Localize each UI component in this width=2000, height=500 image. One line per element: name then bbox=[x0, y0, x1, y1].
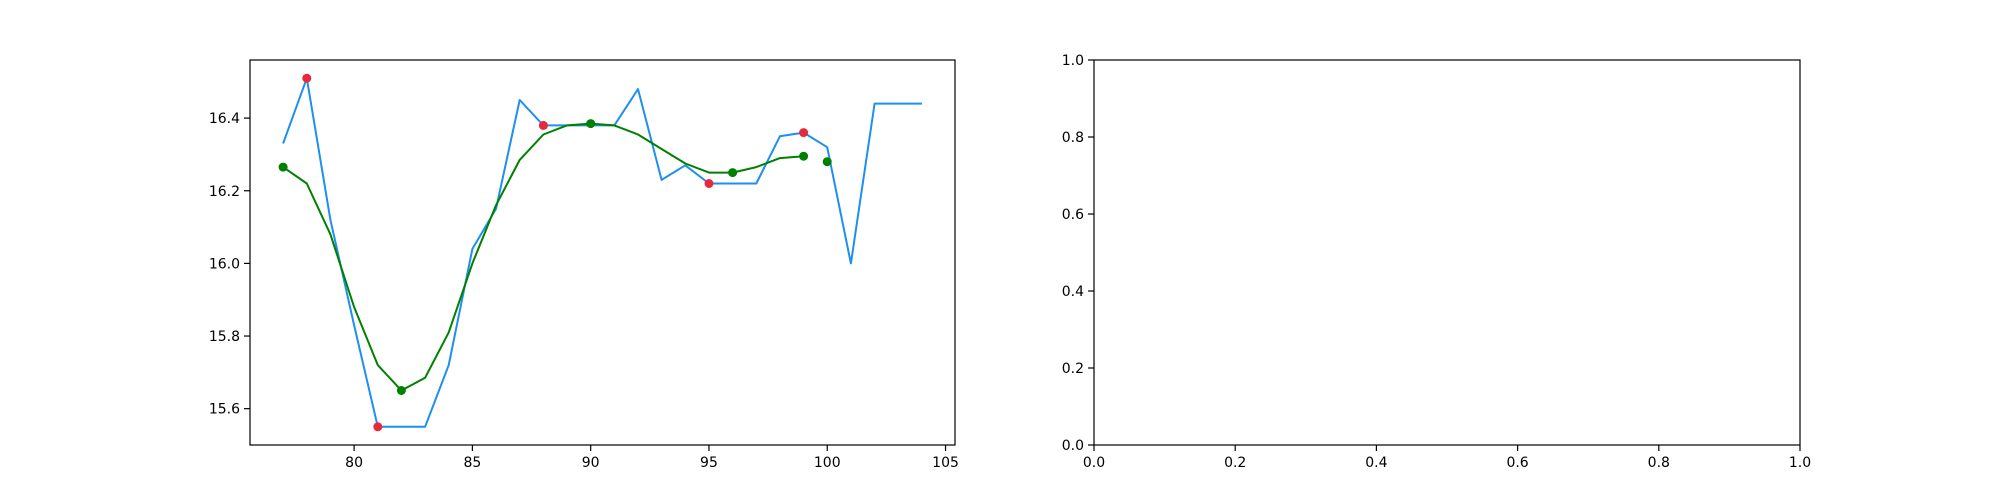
x-tick-label: 1.0 bbox=[1789, 455, 1811, 471]
y-tick-label: 0.4 bbox=[1062, 284, 1084, 300]
data-point bbox=[302, 73, 312, 83]
axes-frame bbox=[249, 59, 956, 446]
data-point bbox=[799, 128, 809, 138]
data-point bbox=[586, 119, 596, 129]
x-tick-label: 0.4 bbox=[1365, 455, 1387, 471]
x-tick-label: 100 bbox=[814, 455, 841, 471]
y-tick-label: 15.8 bbox=[209, 329, 240, 345]
data-point bbox=[728, 168, 738, 178]
axes-frame bbox=[1093, 59, 1801, 446]
x-tick-label: 105 bbox=[932, 455, 959, 471]
y-tick-label: 0.8 bbox=[1062, 130, 1084, 146]
data-point bbox=[538, 120, 548, 130]
y-tick-label: 16.4 bbox=[209, 111, 240, 127]
y-tick-label: 1.0 bbox=[1062, 53, 1084, 69]
y-tick-label: 15.6 bbox=[209, 402, 240, 418]
y-tick-label: 16.2 bbox=[209, 184, 240, 200]
data-point bbox=[822, 157, 832, 167]
y-tick-label: 0.2 bbox=[1062, 361, 1084, 377]
x-tick-label: 0.6 bbox=[1506, 455, 1528, 471]
x-tick-label: 85 bbox=[463, 455, 481, 471]
x-tick-label: 0.2 bbox=[1224, 455, 1246, 471]
series-line-2 bbox=[282, 122, 804, 392]
y-tick-label: 16.0 bbox=[209, 256, 240, 272]
data-point bbox=[373, 422, 383, 432]
x-tick-label: 0.0 bbox=[1083, 455, 1105, 471]
x-tick-label: 95 bbox=[700, 455, 718, 471]
data-point bbox=[704, 179, 714, 188]
x-tick-label: 0.8 bbox=[1648, 455, 1670, 471]
right-axes: 0.0 0.2 0.4 0.6 0.8 1.0 0.0 0.2 0.4 0.6 0.8 1.0 bbox=[1062, 53, 1811, 471]
left-axes: 80 85 90 95 100 105 15.6 15.8 16.0 16.2 16.4 bbox=[209, 59, 959, 471]
data-point bbox=[396, 386, 406, 395]
y-tick-label: 0.6 bbox=[1062, 207, 1084, 223]
data-point bbox=[278, 162, 288, 172]
x-tick-label: 90 bbox=[582, 455, 600, 471]
data-point bbox=[799, 151, 809, 161]
x-tick-label: 80 bbox=[345, 455, 363, 471]
y-tick-label: 0.0 bbox=[1062, 438, 1084, 454]
